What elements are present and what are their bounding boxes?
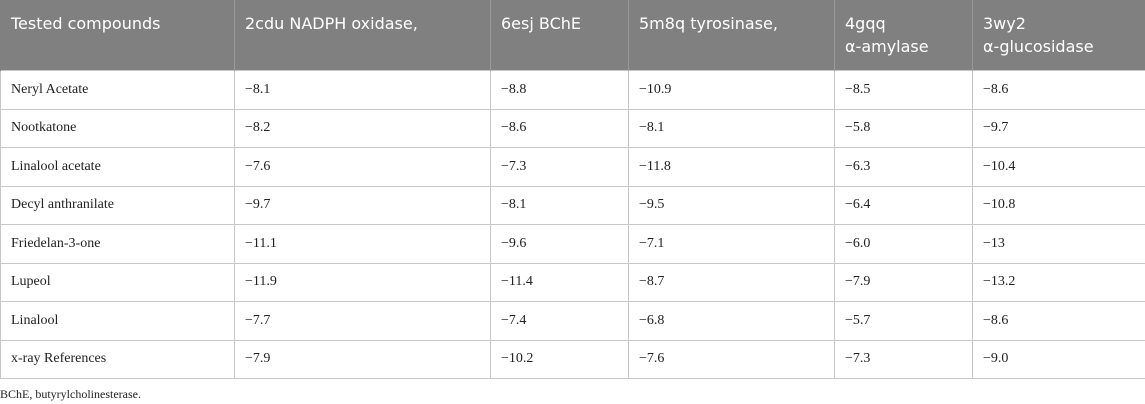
table-row: Nootkatone −8.2 −8.6 −8.1 −5.8 −9.7	[0, 108, 1145, 148]
value-cell: −9.5	[628, 185, 835, 225]
footnote: BChE, butyrylcholinesterase.	[0, 387, 141, 401]
value-cell: −7.3	[490, 147, 629, 187]
compound-cell: Linalool	[0, 301, 235, 341]
compound-cell: Nootkatone	[0, 108, 235, 148]
value-cell: −7.1	[628, 224, 835, 264]
header-cell: 2cdu NADPH oxidase,	[234, 0, 491, 71]
value-cell: −9.6	[490, 224, 629, 264]
value-cell: −8.1	[234, 70, 491, 110]
value-cell: −10.2	[490, 339, 629, 379]
value-cell: −7.9	[234, 339, 491, 379]
compound-cell: Lupeol	[0, 262, 235, 302]
header-cell: Tested compounds	[0, 0, 235, 71]
value-cell: −11.1	[234, 224, 491, 264]
value-cell: −6.3	[834, 147, 973, 187]
value-cell: −8.6	[972, 301, 1145, 341]
value-cell: −11.8	[628, 147, 835, 187]
value-cell: −5.7	[834, 301, 973, 341]
compound-cell: x-ray References	[0, 339, 235, 379]
value-cell: −8.8	[490, 70, 629, 110]
table-body: Neryl Acetate −8.1 −8.8 −10.9 −8.5 −8.6 Nootka…	[0, 70, 1145, 379]
value-cell: −5.8	[834, 108, 973, 148]
value-cell: −7.6	[628, 339, 835, 379]
value-cell: −7.4	[490, 301, 629, 341]
value-cell: −10.4	[972, 147, 1145, 187]
table-row: Neryl Acetate −8.1 −8.8 −10.9 −8.5 −8.6	[0, 70, 1145, 110]
value-cell: −13	[972, 224, 1145, 264]
header-row: Tested compounds 2cdu NADPH oxidase, 6esj …	[0, 0, 1145, 71]
value-cell: −10.9	[628, 70, 835, 110]
value-cell: −11.4	[490, 262, 629, 302]
value-cell: −10.8	[972, 185, 1145, 225]
compound-cell: Linalool acetate	[0, 147, 235, 187]
value-cell: −7.6	[234, 147, 491, 187]
value-cell: −7.3	[834, 339, 973, 379]
value-cell: −7.9	[834, 262, 973, 302]
value-cell: −6.8	[628, 301, 835, 341]
value-cell: −8.6	[972, 70, 1145, 110]
value-cell: −13.2	[972, 262, 1145, 302]
compound-cell: Friedelan-3-one	[0, 224, 235, 264]
value-cell: −6.4	[834, 185, 973, 225]
value-cell: −9.7	[234, 185, 491, 225]
value-cell: −8.7	[628, 262, 835, 302]
table-row: Friedelan-3-one −11.1 −9.6 −7.1 −6.0 −13	[0, 224, 1145, 264]
value-cell: −7.7	[234, 301, 491, 341]
header-cell: 6esj BChE	[490, 0, 629, 71]
header-cell: 5m8q tyrosinase,	[628, 0, 835, 71]
value-cell: −9.0	[972, 339, 1145, 379]
compound-cell: Neryl Acetate	[0, 70, 235, 110]
compound-cell: Decyl anthranilate	[0, 185, 235, 225]
value-cell: −8.5	[834, 70, 973, 110]
value-cell: −6.0	[834, 224, 973, 264]
header-cell: 3wy2 α-glucosidase	[972, 0, 1145, 71]
header-cell: 4gqq α-amylase	[834, 0, 973, 71]
value-cell: −8.6	[490, 108, 629, 148]
value-cell: −8.2	[234, 108, 491, 148]
table-row: Linalool acetate −7.6 −7.3 −11.8 −6.3 −10.4	[0, 147, 1145, 187]
value-cell: −9.7	[972, 108, 1145, 148]
value-cell: −8.1	[490, 185, 629, 225]
value-cell: −11.9	[234, 262, 491, 302]
data-table: Tested compounds 2cdu NADPH oxidase, 6esj …	[0, 0, 1145, 379]
table-row: x-ray References −7.9 −10.2 −7.6 −7.3 −9.0	[0, 339, 1145, 379]
table-row: Lupeol −11.9 −11.4 −8.7 −7.9 −13.2	[0, 262, 1145, 302]
value-cell: −8.1	[628, 108, 835, 148]
table-row: Decyl anthranilate −9.7 −8.1 −9.5 −6.4 −10.8	[0, 185, 1145, 225]
table-row: Linalool −7.7 −7.4 −6.8 −5.7 −8.6	[0, 301, 1145, 341]
